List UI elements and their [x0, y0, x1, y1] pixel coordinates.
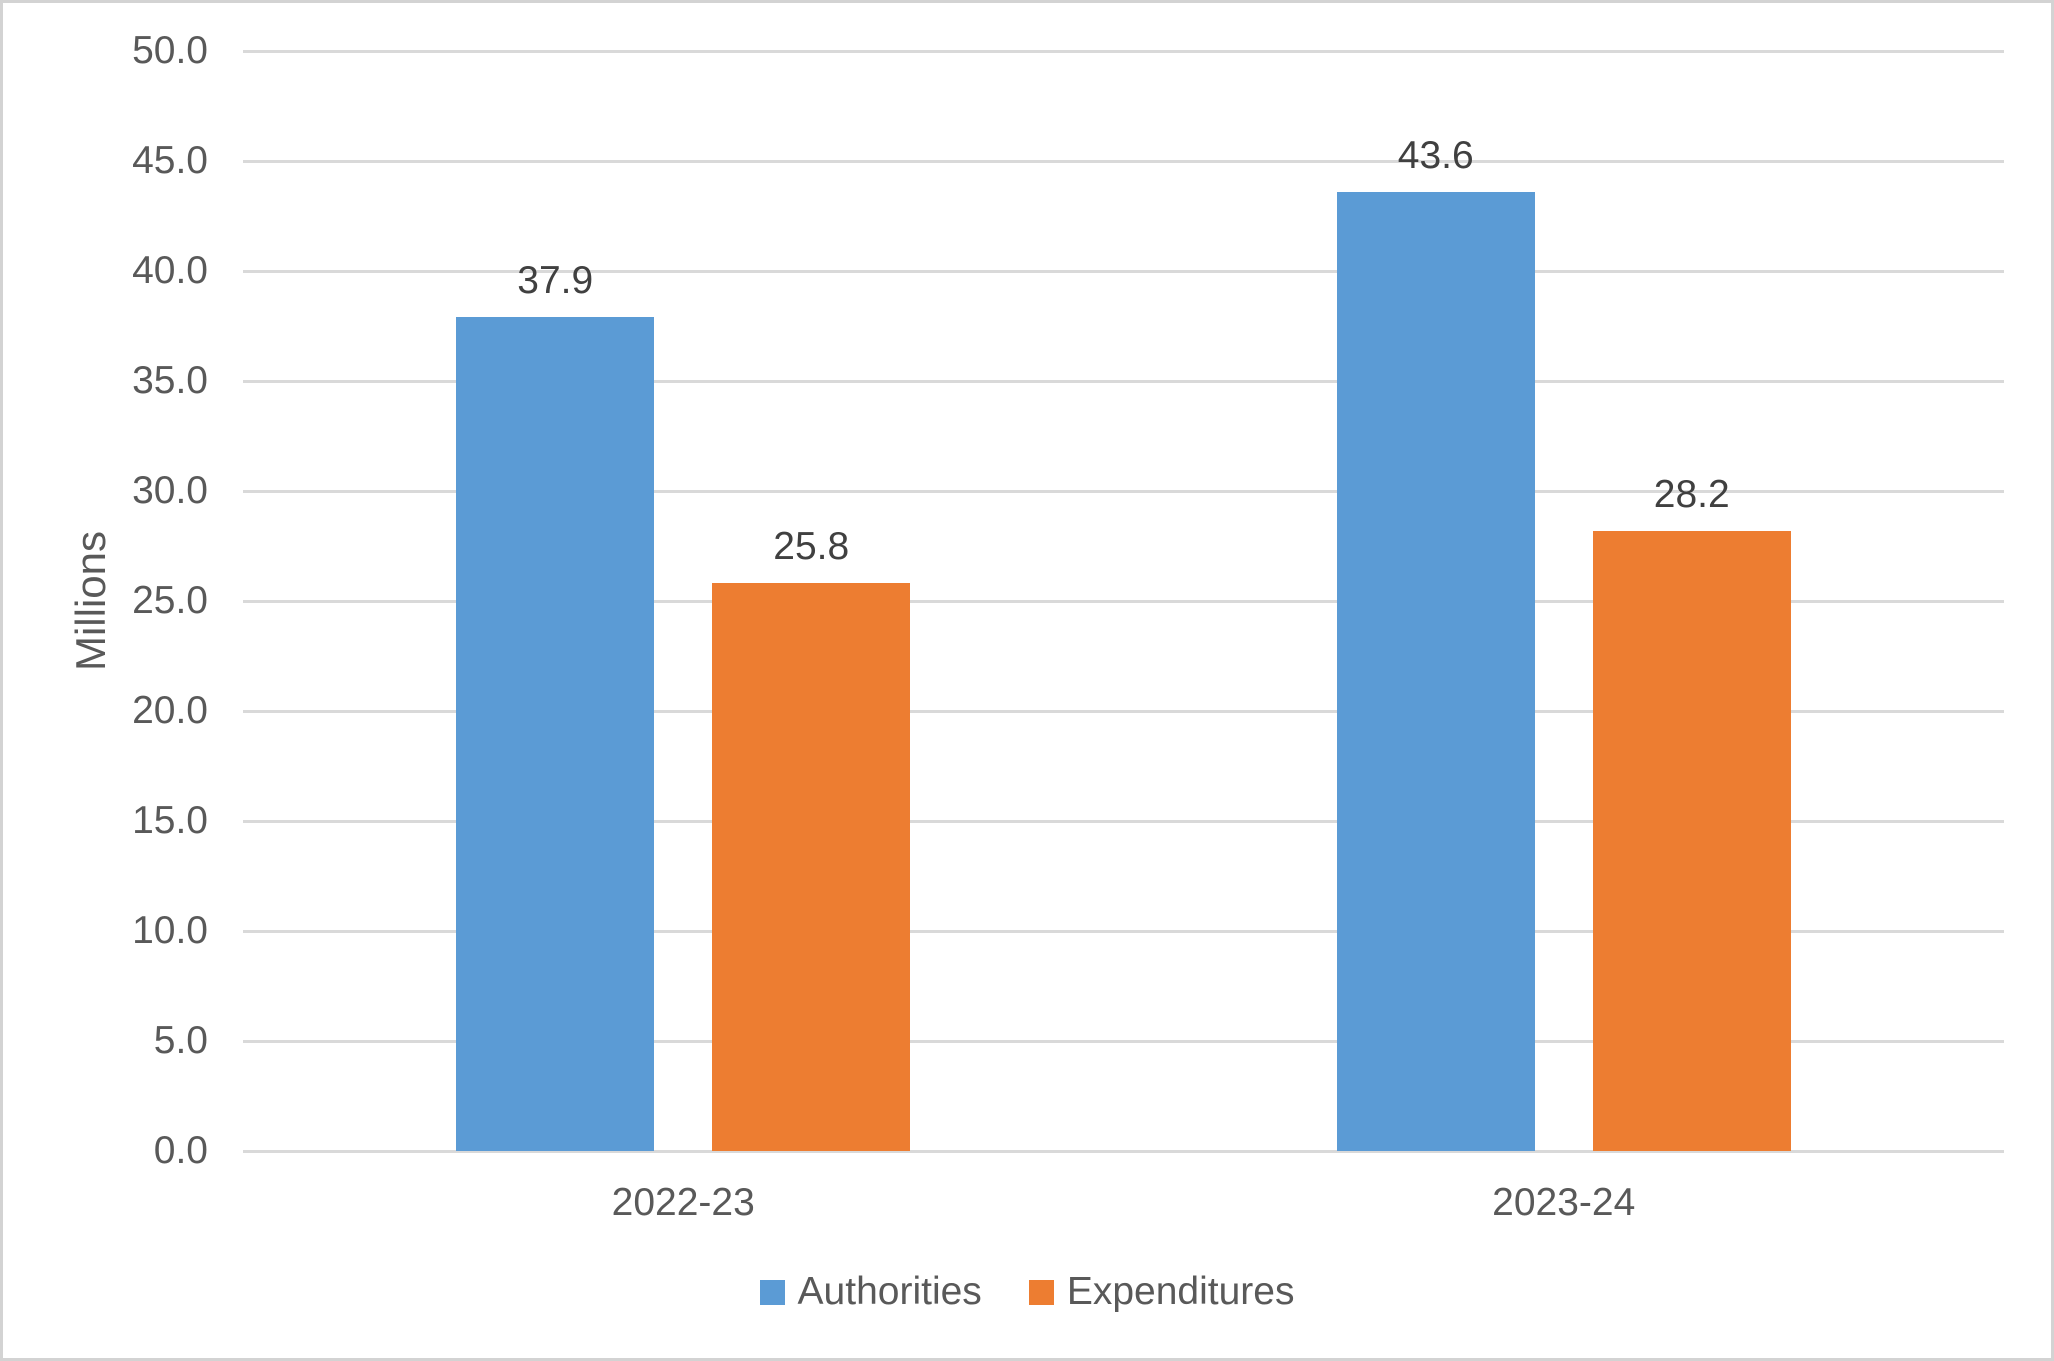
gridline — [243, 599, 2004, 603]
gridline — [243, 159, 2004, 163]
x-axis-line — [243, 1149, 2004, 1153]
gridline — [243, 489, 2004, 493]
y-tick-label: 40.0 — [132, 249, 208, 292]
x-category-label: 2023-24 — [1492, 1181, 1636, 1224]
plot-area: 37.9 25.8 43.6 28.2 — [243, 49, 2004, 1153]
legend-item-authorities: Authorities — [759, 1268, 982, 1316]
data-label: 28.2 — [1653, 472, 1730, 516]
x-category-label: 2022-23 — [611, 1181, 755, 1224]
y-tick-label: 20.0 — [132, 689, 208, 732]
bar-expenditures-2023-24 — [1592, 530, 1791, 1151]
data-label: 37.9 — [517, 259, 594, 303]
legend-label: Authorities — [797, 1270, 982, 1313]
y-tick-label: 0.0 — [153, 1129, 208, 1172]
legend-item-expenditures: Expenditures — [1028, 1268, 1295, 1316]
y-tick-label: 5.0 — [153, 1019, 208, 1062]
legend-swatch-icon — [1028, 1279, 1054, 1305]
data-label: 25.8 — [773, 525, 850, 569]
legend-label: Expenditures — [1066, 1270, 1295, 1313]
bar-authorities-2022-23 — [456, 317, 655, 1151]
y-tick-label: 25.0 — [132, 579, 208, 622]
y-tick-label: 10.0 — [132, 909, 208, 952]
gridline — [243, 1039, 2004, 1043]
y-tick-label: 35.0 — [132, 359, 208, 402]
y-tick-label: 30.0 — [132, 469, 208, 512]
y-tick-label: 45.0 — [132, 139, 208, 182]
gridline — [243, 49, 2004, 53]
gridline — [243, 379, 2004, 383]
y-tick-label: 50.0 — [132, 29, 208, 72]
bar-expenditures-2022-23 — [712, 583, 911, 1151]
legend-swatch-icon — [759, 1279, 785, 1305]
y-tick-label: 15.0 — [132, 799, 208, 842]
data-label: 43.6 — [1397, 133, 1474, 177]
gridline — [243, 929, 2004, 933]
gridline — [243, 269, 2004, 273]
gridline — [243, 709, 2004, 713]
gridline — [243, 819, 2004, 823]
bar-authorities-2023-24 — [1336, 191, 1535, 1151]
legend: Authorities Expenditures — [3, 1268, 2051, 1316]
